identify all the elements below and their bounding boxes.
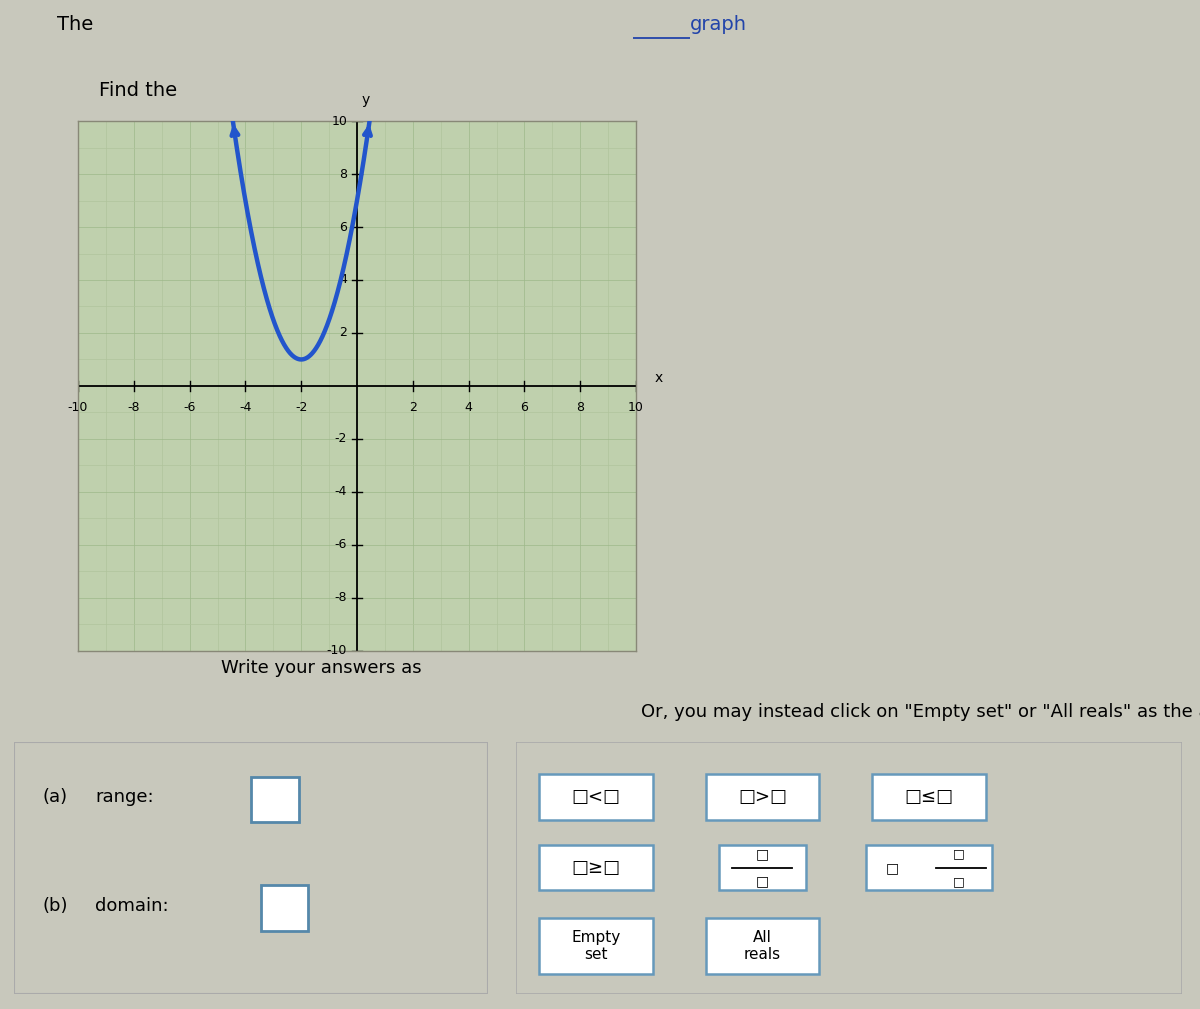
Text: -6: -6 bbox=[184, 401, 196, 414]
Text: □: □ bbox=[953, 848, 965, 861]
Text: All
reals: All reals bbox=[744, 929, 781, 963]
Bar bbox=[539, 845, 653, 890]
Text: -2: -2 bbox=[295, 401, 307, 414]
Text: 10: 10 bbox=[331, 115, 347, 127]
Text: Write your answers as: Write your answers as bbox=[221, 659, 427, 677]
Text: □: □ bbox=[756, 847, 769, 861]
Text: -8: -8 bbox=[335, 591, 347, 604]
Text: □: □ bbox=[886, 861, 899, 875]
Text: 6: 6 bbox=[340, 221, 347, 233]
Text: range:: range: bbox=[95, 788, 154, 806]
Text: graph: graph bbox=[690, 15, 746, 34]
Bar bbox=[252, 777, 299, 822]
Text: -8: -8 bbox=[127, 401, 140, 414]
Text: 4: 4 bbox=[464, 401, 473, 414]
Text: -4: -4 bbox=[239, 401, 252, 414]
Text: Find the: Find the bbox=[98, 81, 184, 100]
Bar bbox=[719, 845, 805, 890]
Bar bbox=[865, 845, 992, 890]
Text: □: □ bbox=[756, 875, 769, 889]
Text: x: x bbox=[654, 371, 662, 385]
Bar bbox=[706, 918, 820, 974]
Text: □≤□: □≤□ bbox=[905, 788, 954, 806]
Text: domain:: domain: bbox=[95, 897, 169, 914]
Bar bbox=[872, 775, 985, 819]
Bar bbox=[706, 775, 820, 819]
Text: 10: 10 bbox=[628, 401, 644, 414]
Text: Or, you may instead click on "Empty set" or "All reals" as the answer.: Or, you may instead click on "Empty set"… bbox=[641, 703, 1200, 721]
Text: -2: -2 bbox=[335, 433, 347, 445]
Text: -10: -10 bbox=[326, 645, 347, 657]
Text: -4: -4 bbox=[335, 485, 347, 498]
Text: 6: 6 bbox=[521, 401, 528, 414]
Text: The: The bbox=[56, 15, 100, 34]
Bar bbox=[260, 886, 308, 930]
Text: 2: 2 bbox=[409, 401, 416, 414]
Text: 8: 8 bbox=[576, 401, 584, 414]
Text: 2: 2 bbox=[340, 327, 347, 339]
Text: -10: -10 bbox=[68, 401, 88, 414]
Bar bbox=[539, 918, 653, 974]
Text: (b): (b) bbox=[43, 897, 68, 914]
Text: 8: 8 bbox=[340, 167, 347, 181]
Text: Empty
set: Empty set bbox=[571, 929, 620, 963]
Text: y: y bbox=[361, 93, 370, 107]
Text: □>□: □>□ bbox=[738, 788, 787, 806]
Text: 4: 4 bbox=[340, 273, 347, 287]
Text: □: □ bbox=[953, 875, 965, 888]
Text: □≥□: □≥□ bbox=[571, 859, 620, 877]
Text: □<□: □<□ bbox=[571, 788, 620, 806]
Bar bbox=[539, 775, 653, 819]
Text: -6: -6 bbox=[335, 539, 347, 551]
Text: (a): (a) bbox=[43, 788, 68, 806]
